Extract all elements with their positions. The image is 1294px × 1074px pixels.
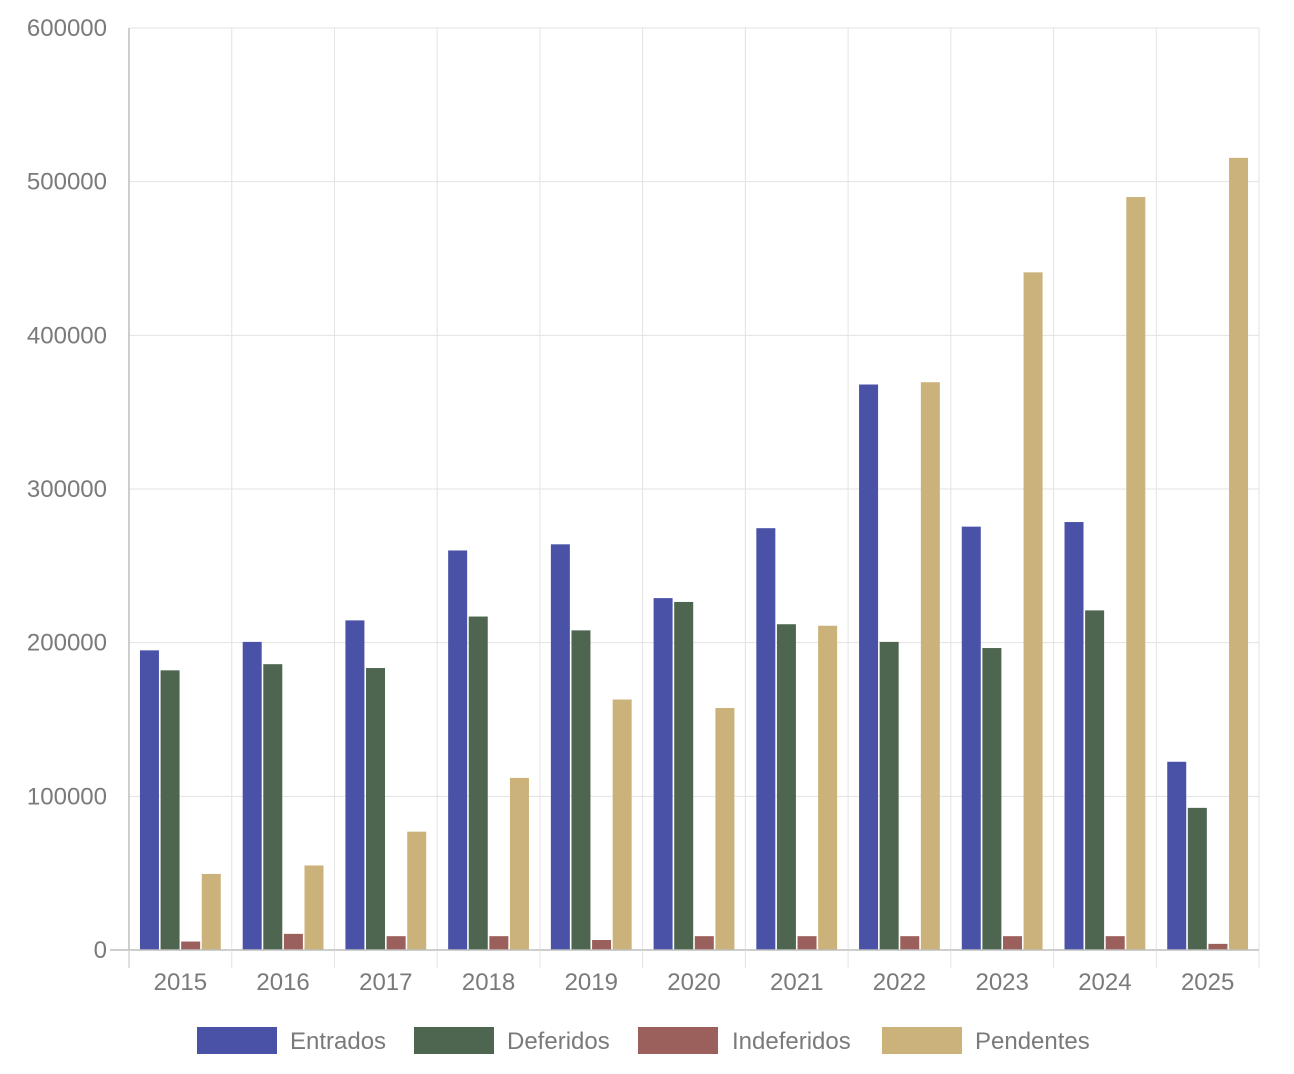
x-tick-label: 2025 [1181, 969, 1234, 996]
bar-deferidos-2021 [776, 624, 796, 950]
bar-entrados-2019 [550, 544, 570, 950]
bars-group [139, 157, 1249, 951]
bar-entrados-2018 [448, 550, 468, 950]
legend-swatch-pendentes[interactable] [882, 1027, 962, 1054]
bar-pendentes-2020 [715, 707, 735, 950]
y-tick-label: 600000 [27, 15, 107, 42]
y-tick-label: 300000 [27, 476, 107, 503]
bar-pendentes-2015 [201, 873, 221, 950]
bar-entrados-2020 [653, 598, 673, 950]
axes [110, 28, 1260, 968]
y-tick-label: 0 [94, 937, 107, 964]
bar-indeferidos-2020 [694, 936, 714, 950]
bar-pendentes-2025 [1229, 157, 1249, 950]
bar-entrados-2017 [345, 620, 365, 950]
bar-entrados-2021 [756, 528, 776, 950]
bar-indeferidos-2016 [283, 933, 303, 950]
bar-pendentes-2016 [304, 865, 324, 950]
grid-lines [129, 27, 1260, 950]
legend-label-pendentes[interactable]: Pendentes [975, 1028, 1090, 1055]
bar-indeferidos-2018 [489, 936, 509, 950]
bar-indeferidos-2021 [797, 936, 817, 950]
x-tick-label: 2015 [154, 969, 207, 996]
bar-pendentes-2021 [818, 625, 838, 950]
legend-swatch-indeferidos[interactable] [638, 1027, 718, 1054]
y-tick-label: 200000 [27, 630, 107, 657]
legend: Entrados Deferidos Indeferidos Pendentes [197, 1027, 1090, 1055]
bar-deferidos-2023 [982, 648, 1002, 950]
x-tick-label: 2021 [770, 969, 823, 996]
bar-deferidos-2017 [366, 668, 386, 950]
legend-swatch-entrados[interactable] [197, 1027, 277, 1054]
x-tick-label: 2023 [975, 969, 1028, 996]
bar-indeferidos-2019 [592, 940, 612, 950]
y-tick-label: 100000 [27, 783, 107, 810]
bar-indeferidos-2025 [1208, 943, 1228, 950]
x-tick-label: 2022 [873, 969, 926, 996]
y-tick-label: 500000 [27, 169, 107, 196]
bar-indeferidos-2017 [386, 936, 406, 950]
x-tick-label: 2016 [256, 969, 309, 996]
bar-indeferidos-2022 [900, 936, 920, 950]
bar-deferidos-2015 [160, 670, 180, 950]
bar-indeferidos-2023 [1002, 936, 1022, 950]
bar-pendentes-2017 [407, 831, 427, 950]
x-axis-ticks: 2015 2016 2017 2018 2019 2020 2021 2022 2023 2024… [154, 969, 1235, 996]
legend-swatch-deferidos[interactable] [414, 1027, 494, 1054]
bar-pendentes-2018 [509, 777, 529, 950]
x-tick-label: 2020 [667, 969, 720, 996]
bar-entrados-2022 [859, 384, 879, 950]
legend-label-deferidos[interactable]: Deferidos [507, 1028, 610, 1055]
x-tick-label: 2019 [565, 969, 618, 996]
bar-entrados-2023 [961, 526, 981, 950]
y-tick-label: 400000 [27, 322, 107, 349]
bar-entrados-2016 [242, 641, 262, 950]
x-tick-label: 2017 [359, 969, 412, 996]
bar-pendentes-2022 [920, 382, 940, 950]
bar-deferidos-2020 [674, 601, 694, 950]
bar-deferidos-2025 [1187, 807, 1207, 950]
bar-pendentes-2019 [612, 699, 632, 950]
legend-label-indeferidos[interactable]: Indeferidos [732, 1028, 851, 1055]
bar-deferidos-2016 [263, 664, 283, 950]
bar-indeferidos-2015 [181, 941, 201, 950]
legend-label-entrados[interactable]: Entrados [290, 1028, 386, 1055]
bar-deferidos-2019 [571, 630, 591, 950]
bar-deferidos-2022 [879, 641, 899, 950]
y-axis-ticks: 0 100000 200000 300000 400000 500000 600000 [27, 15, 107, 964]
bar-pendentes-2024 [1126, 197, 1146, 951]
x-tick-label: 2024 [1078, 969, 1131, 996]
bar-entrados-2024 [1064, 522, 1084, 950]
bar-entrados-2025 [1167, 761, 1187, 950]
bar-deferidos-2024 [1085, 610, 1105, 950]
bar-indeferidos-2024 [1105, 936, 1125, 950]
x-tick-label: 2018 [462, 969, 515, 996]
bar-entrados-2015 [139, 650, 159, 950]
bar-pendentes-2023 [1023, 272, 1043, 951]
bar-deferidos-2018 [468, 616, 488, 950]
